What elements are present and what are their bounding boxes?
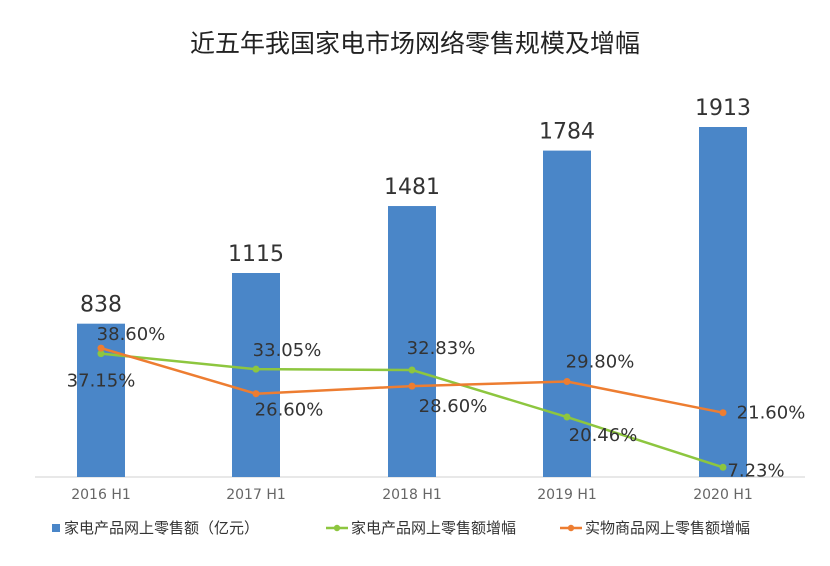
bar-value-label: 1913	[695, 96, 751, 121]
bar-value-label: 1115	[228, 242, 284, 267]
green-point	[563, 413, 571, 421]
point-value-label: 20.46%	[569, 425, 638, 446]
legend-label: 家电产品网上零售额（亿元）	[64, 519, 259, 537]
legend-label: 实物商品网上零售额增幅	[585, 519, 750, 537]
orange-point	[719, 409, 727, 417]
green-point	[719, 463, 727, 471]
x-tick-label: 2016 H1	[71, 487, 131, 503]
legend: 家电产品网上零售额（亿元） 家电产品网上零售额增幅 实物商品网上零售额增幅	[52, 519, 750, 537]
orange-point	[97, 344, 105, 352]
x-tick-label: 2018 H1	[382, 487, 442, 503]
bar-2017-h1	[232, 273, 280, 477]
green-point	[252, 365, 260, 373]
point-value-label: 29.80%	[566, 352, 635, 373]
point-value-label: 26.60%	[255, 400, 324, 421]
legend-marker	[333, 524, 341, 532]
line-group	[97, 344, 727, 471]
bar-value-label: 1481	[384, 175, 440, 200]
bar-2020-h1	[699, 127, 747, 477]
point-value-label: 32.83%	[407, 338, 476, 359]
orange-point	[563, 378, 571, 386]
green-point	[97, 350, 105, 358]
point-value-label: 28.60%	[419, 396, 488, 417]
bar-2018-h1	[388, 206, 436, 478]
green-point	[408, 366, 416, 374]
orange-point	[252, 390, 260, 398]
point-value-label: 38.60%	[97, 324, 166, 345]
point-value-label: 21.60%	[737, 403, 806, 424]
bar-value-label: 1784	[539, 120, 595, 145]
bar-value-label: 838	[80, 293, 122, 318]
legend-marker	[567, 524, 575, 532]
legend-label: 家电产品网上零售额增幅	[351, 519, 516, 537]
chart-title: 近五年我国家电市场网络零售规模及增幅	[190, 29, 640, 58]
orange-point	[408, 382, 416, 390]
point-value-label: 7.23%	[727, 460, 784, 481]
label-group: 838 1115 1481 1784 1913 37.15% 33.05% 32.83% 20.…	[67, 96, 806, 481]
x-tick-label: 2020 H1	[693, 487, 753, 503]
x-tick-label: 2017 H1	[226, 487, 286, 503]
point-value-label: 37.15%	[67, 371, 136, 392]
legend-bar-swatch	[52, 524, 60, 532]
point-value-label: 33.05%	[253, 340, 322, 361]
x-tick-group: 2016 H1 2017 H1 2018 H1 2019 H1 2020 H1	[71, 487, 753, 503]
x-tick-label: 2019 H1	[537, 487, 597, 503]
